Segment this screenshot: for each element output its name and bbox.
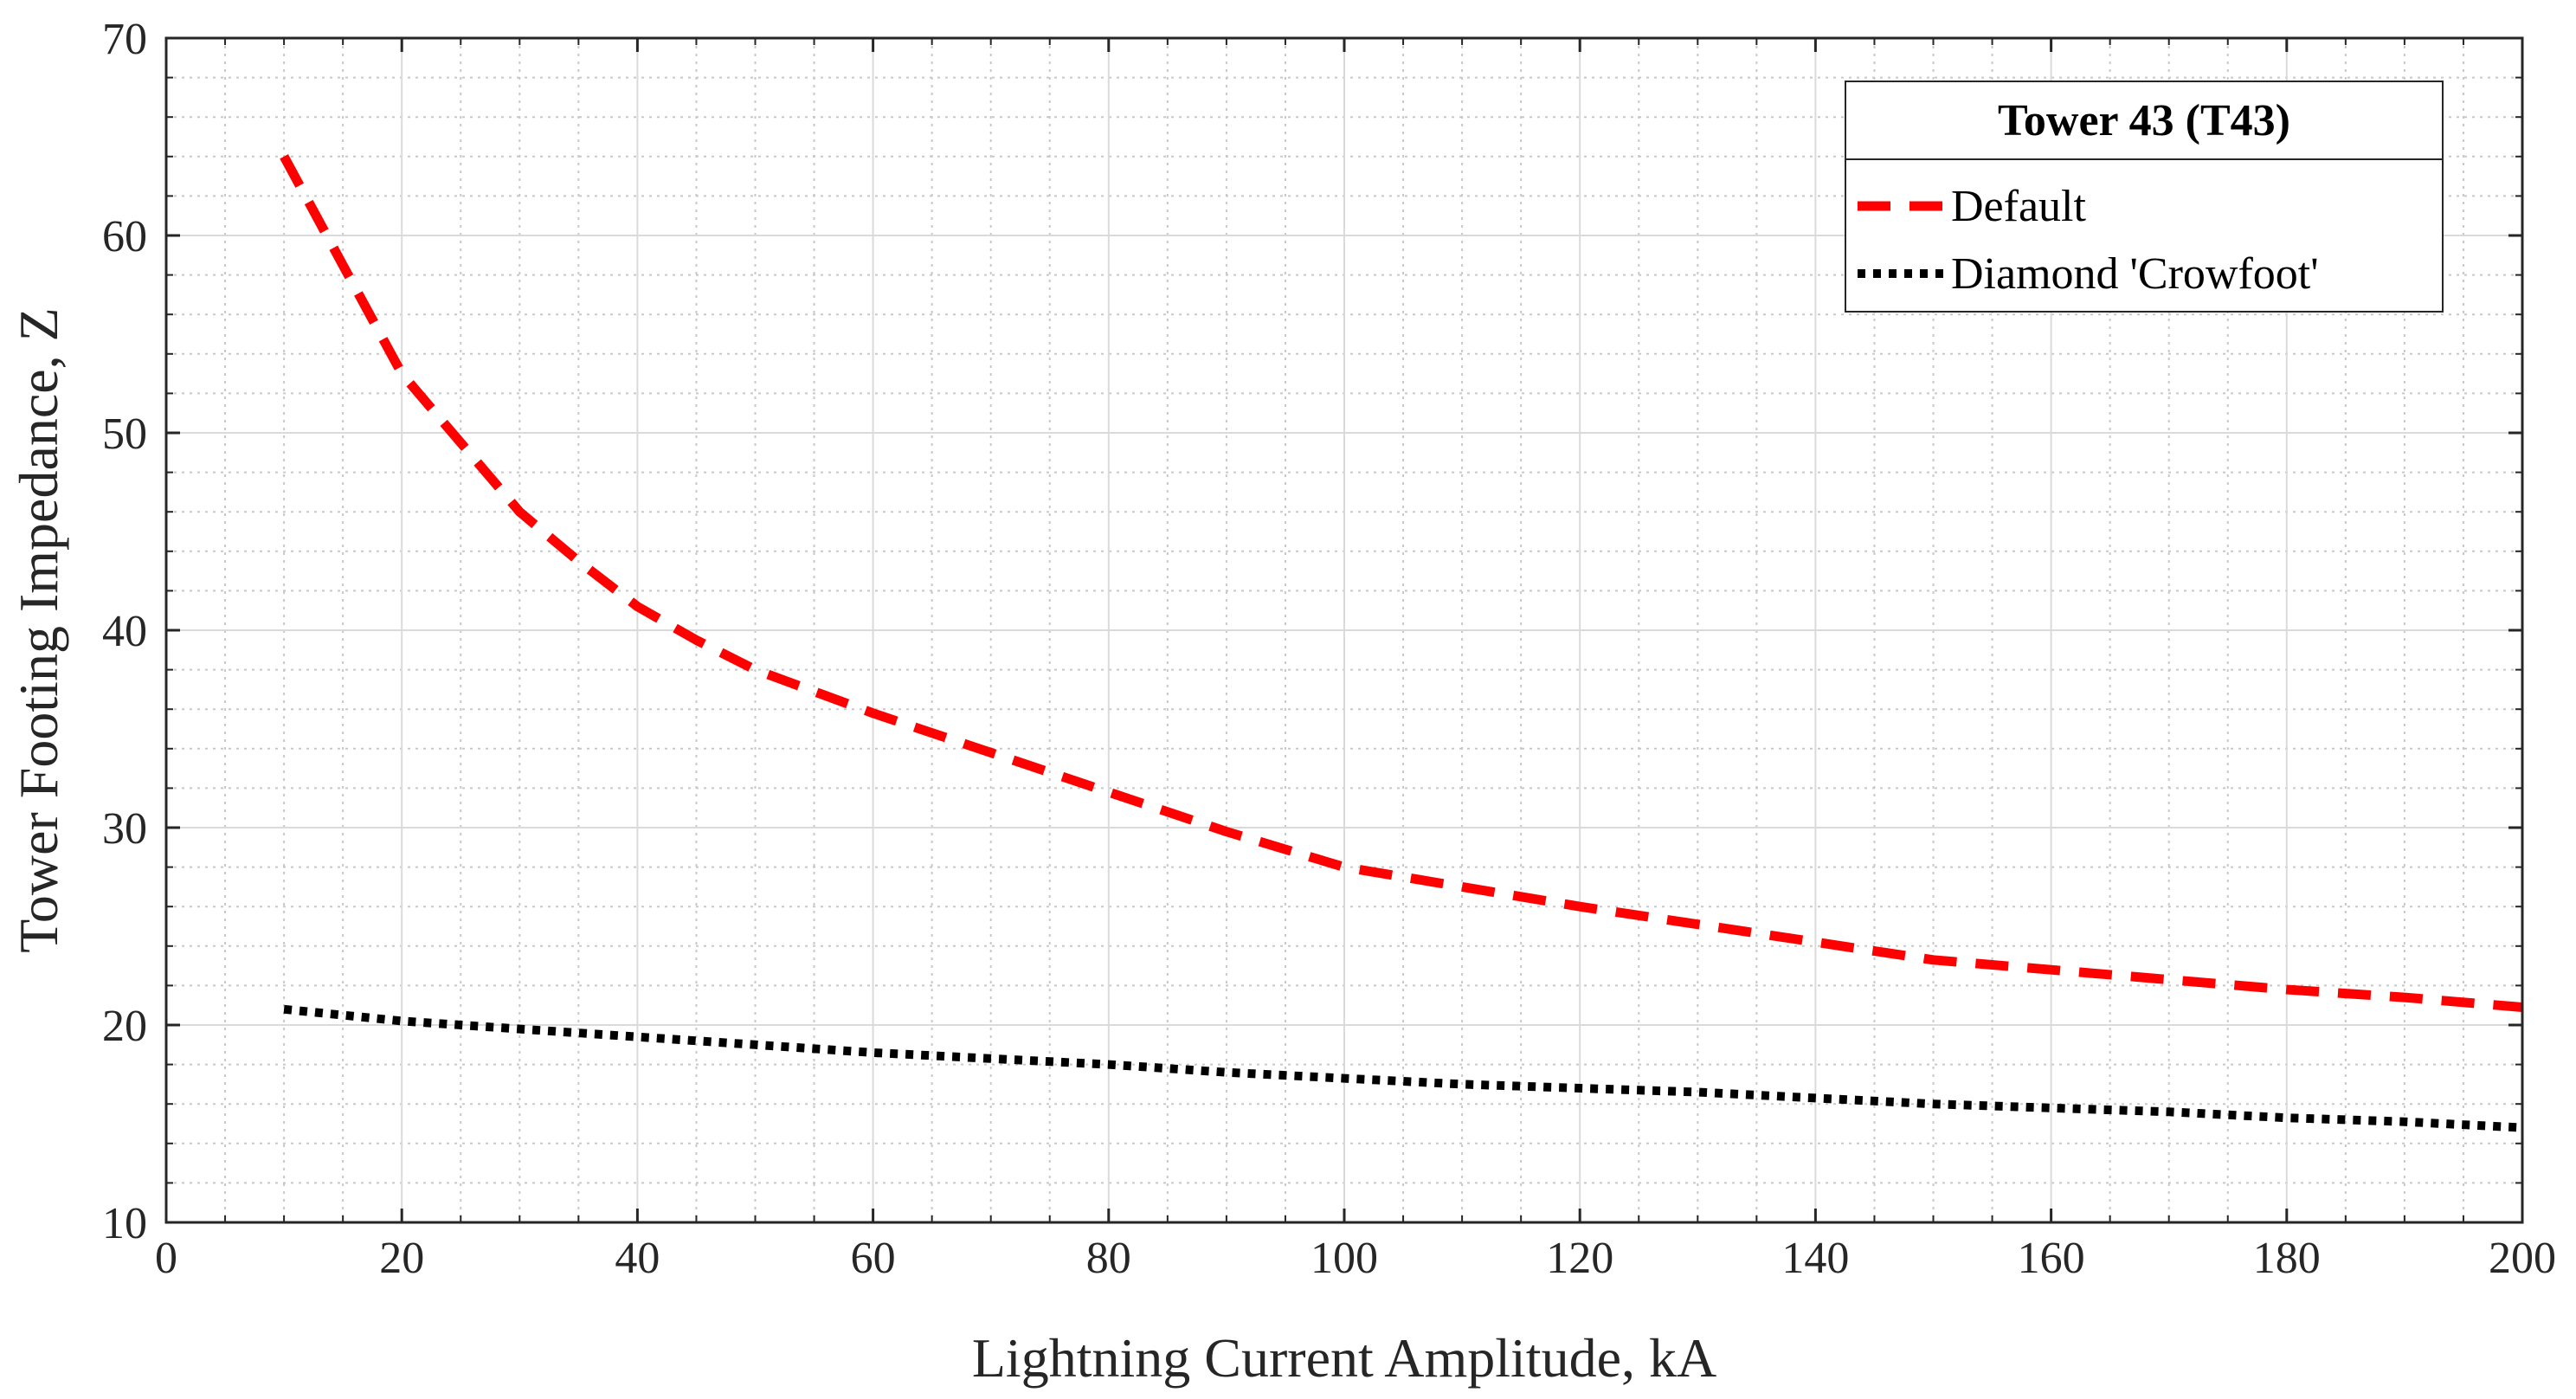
y-tick-label: 40 <box>102 607 147 656</box>
x-tick-label: 140 <box>1781 1234 1849 1283</box>
y-axis-label: Tower Footing Impedance, Z <box>8 307 69 953</box>
x-tick-label: 40 <box>615 1234 660 1283</box>
series-layer <box>280 154 2523 1132</box>
x-tick-label: 160 <box>2018 1234 2085 1283</box>
series-line-default <box>280 154 2523 1012</box>
y-tick-label: 30 <box>102 804 147 854</box>
x-tick-label: 20 <box>379 1234 424 1283</box>
x-tick-label: 100 <box>1311 1234 1378 1283</box>
legend-label-default: Default <box>1951 182 2086 231</box>
legend-box <box>1845 81 2444 313</box>
tick-labels: 0 20 40 60 80 100 120 140 160 180 200 10 20 30 40 50 60 7… <box>102 15 2556 1283</box>
series-line-diamond-crowfoot <box>283 1004 2523 1132</box>
x-axis-label: Lightning Current Amplitude, kA <box>972 1327 1716 1389</box>
legend-label-diamond-crowfoot: Diamond 'Crowfoot' <box>1951 249 2319 299</box>
y-tick-label: 70 <box>102 15 147 64</box>
y-tick-label: 60 <box>102 212 147 261</box>
x-tick-label: 80 <box>1086 1234 1131 1283</box>
x-tick-label: 120 <box>1546 1234 1613 1283</box>
x-tick-label: 200 <box>2489 1234 2556 1283</box>
legend: Tower 43 (T43) Default Diamond 'Crowfoot… <box>1845 81 2444 313</box>
y-tick-label: 20 <box>102 1002 147 1051</box>
y-tick-label: 10 <box>102 1199 147 1248</box>
legend-title: Tower 43 (T43) <box>1998 96 2290 145</box>
x-tick-label: 0 <box>155 1234 177 1283</box>
x-tick-label: 60 <box>851 1234 896 1283</box>
y-tick-label: 50 <box>102 409 147 459</box>
x-tick-label: 180 <box>2253 1234 2321 1283</box>
ticks <box>164 36 2524 1224</box>
